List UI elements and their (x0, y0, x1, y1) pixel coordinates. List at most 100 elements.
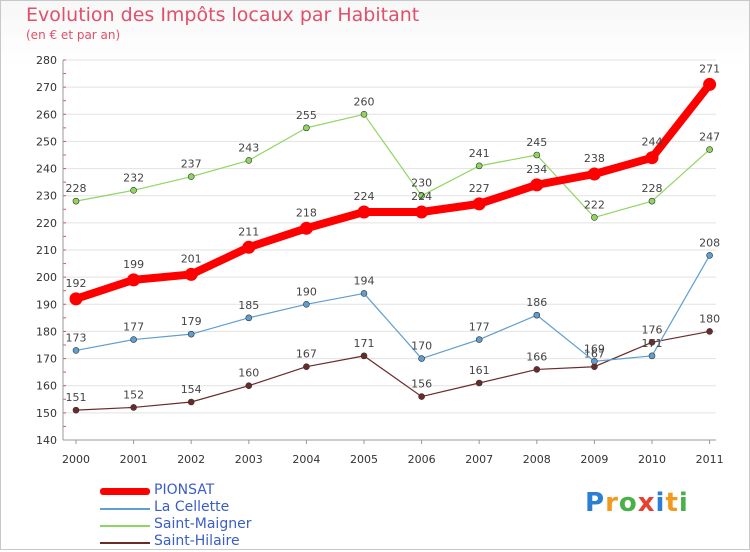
data-label: 271 (699, 62, 720, 75)
data-label: 243 (238, 141, 259, 154)
data-point (648, 352, 656, 360)
data-point (72, 197, 80, 205)
x-tick-label: 2001 (120, 453, 148, 466)
data-point (533, 366, 541, 373)
data-label: 177 (469, 321, 490, 334)
x-tick-label: 2008 (523, 453, 551, 466)
data-label: 185 (238, 299, 259, 312)
legend-label: PIONSAT (154, 482, 215, 498)
x-tick-label: 2003 (235, 453, 263, 466)
data-point (130, 404, 137, 411)
data-point (703, 77, 717, 91)
data-point (130, 186, 137, 194)
data-label: 218 (296, 206, 317, 219)
data-label: 170 (411, 340, 432, 353)
y-tick-label: 150 (36, 407, 57, 420)
data-label: 247 (699, 131, 720, 144)
data-label: 179 (181, 315, 202, 328)
data-label: 228 (66, 182, 87, 195)
x-tick-label: 2002 (177, 453, 205, 466)
data-point (418, 393, 425, 400)
y-tick-label: 210 (36, 244, 57, 257)
legend-swatch-saint-hilaire (100, 542, 150, 544)
data-point (72, 347, 80, 354)
data-label: 177 (123, 321, 144, 334)
data-label: 161 (469, 364, 490, 377)
y-tick-label: 220 (36, 217, 57, 230)
series-line-la-cellette (75, 254, 711, 362)
y-tick-label: 160 (36, 380, 57, 393)
data-label: 176 (642, 323, 663, 336)
data-label: 154 (181, 383, 202, 396)
data-point (303, 363, 310, 371)
data-point (472, 197, 486, 211)
data-point (475, 336, 483, 343)
data-point (184, 267, 198, 281)
data-point (533, 151, 541, 159)
data-point (357, 205, 371, 219)
legend-label: La Cellette (154, 499, 230, 515)
legend-label: Saint-Maigner (154, 516, 252, 532)
data-point (475, 162, 483, 170)
data-label: 156 (411, 378, 432, 391)
data-label: 186 (526, 296, 547, 309)
data-point (245, 157, 253, 164)
data-label: 194 (354, 274, 375, 287)
y-tick-label: 180 (36, 325, 57, 338)
data-label: 167 (296, 348, 317, 361)
data-point (187, 398, 195, 406)
x-tick-label: 2004 (292, 453, 320, 466)
y-tick-label: 190 (36, 298, 57, 311)
data-point (587, 167, 601, 181)
data-label: 260 (354, 95, 375, 108)
y-tick-label: 240 (36, 163, 57, 176)
y-tick-label: 280 (36, 54, 57, 67)
data-point (187, 330, 195, 338)
data-point (415, 205, 429, 219)
data-label: 238 (584, 152, 605, 165)
y-tick-label: 170 (36, 353, 57, 366)
x-tick-label: 2009 (580, 453, 608, 466)
legend-swatch-pionsat (100, 488, 150, 495)
data-label: 199 (123, 258, 144, 271)
data-point (706, 252, 713, 259)
data-label: 245 (526, 136, 547, 149)
data-point (303, 300, 310, 308)
data-point (591, 363, 598, 371)
data-point (533, 311, 541, 319)
data-label: 222 (584, 198, 605, 211)
data-label: 171 (354, 337, 375, 350)
data-label: 208 (699, 236, 720, 249)
legend-swatch-la-cellette (100, 508, 150, 510)
data-label: 234 (526, 163, 547, 176)
data-point (530, 178, 544, 192)
data-label: 228 (642, 182, 663, 195)
y-tick-label: 140 (36, 434, 57, 447)
data-label: 169 (584, 342, 605, 355)
data-label: 171 (642, 337, 663, 350)
data-point (360, 110, 368, 118)
data-point (360, 352, 368, 360)
data-label: 244 (642, 136, 663, 149)
data-label: 211 (238, 225, 259, 238)
data-label: 232 (123, 171, 144, 184)
data-point (591, 214, 598, 221)
data-point (242, 240, 256, 254)
data-label: 255 (296, 109, 317, 122)
data-point (72, 406, 80, 414)
data-point (418, 192, 425, 200)
data-label: 190 (296, 285, 317, 298)
data-label: 224 (411, 190, 432, 203)
y-tick-label: 200 (36, 271, 57, 284)
x-tick-label: 2011 (696, 453, 724, 466)
data-point (187, 173, 195, 181)
series-line-pionsat (72, 80, 714, 303)
x-tick-label: 2000 (62, 453, 90, 466)
data-point (591, 357, 598, 365)
y-tick-label: 260 (36, 108, 57, 121)
proxiti-logo: Proxiti (585, 488, 689, 518)
y-tick-label: 270 (36, 81, 57, 94)
data-label: 201 (181, 252, 202, 265)
data-point (245, 314, 253, 322)
legend-label: Saint-Hilaire (154, 533, 240, 549)
